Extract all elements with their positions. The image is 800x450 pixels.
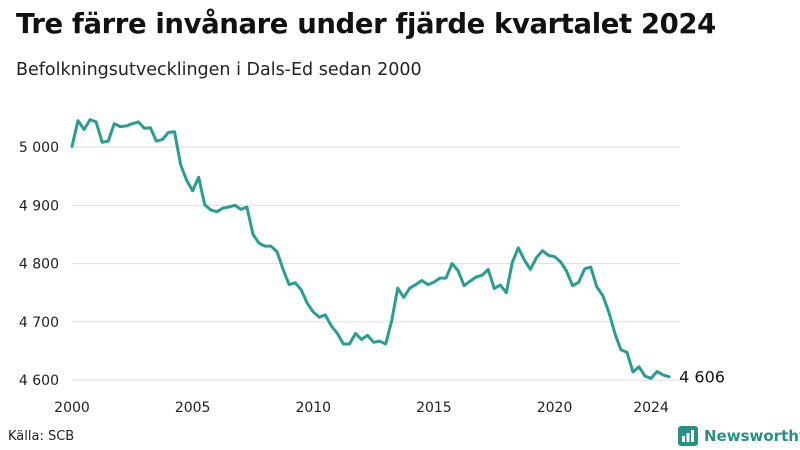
x-tick-label: 2015 (416, 400, 452, 416)
x-tick-label: 2000 (54, 400, 90, 416)
y-tick-label: 4 900 (19, 198, 59, 214)
series-layer (70, 118, 671, 380)
x-tick-label: 2010 (295, 400, 331, 416)
brand-name: Newsworthy (704, 427, 800, 445)
population-line (70, 118, 671, 380)
x-axis: 2000 2005 2010 2015 2020 2024 (54, 400, 669, 416)
y-tick-label: 5 000 (19, 140, 59, 156)
chart-subtitle: Befolkningsutvecklingen i Dals-Ed sedan … (16, 60, 422, 80)
brand-logo: Newsworthy (678, 426, 800, 446)
source-note: Källa: SCB (8, 429, 75, 444)
end-value-label: 4 606 (679, 368, 725, 387)
y-axis: 4 600 4 700 4 800 4 900 5 000 (19, 140, 59, 389)
x-tick-label: 2024 (633, 400, 669, 416)
gridlines (72, 146, 680, 381)
x-tick-label: 2005 (175, 400, 211, 416)
y-tick-label: 4 800 (19, 257, 59, 273)
y-tick-label: 4 600 (19, 373, 59, 389)
chart-title: Tre färre invånare under fjärde kvartale… (16, 8, 716, 40)
data-labels: 4 606 (679, 368, 725, 387)
newsworthy-icon (678, 426, 698, 446)
y-tick-label: 4 700 (19, 315, 59, 331)
x-tick-label: 2020 (537, 400, 573, 416)
